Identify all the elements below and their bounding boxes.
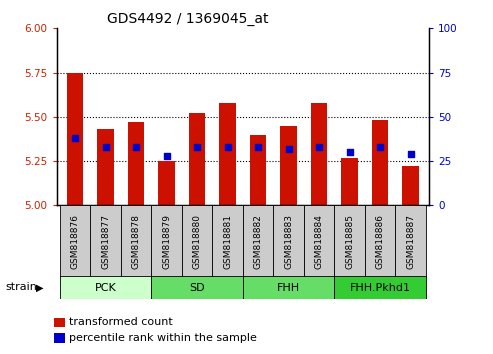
Bar — [60, 276, 151, 299]
Point — [163, 153, 171, 159]
Text: GSM818884: GSM818884 — [315, 214, 323, 269]
Bar — [365, 205, 395, 278]
Text: FHH: FHH — [277, 282, 300, 293]
Bar — [158, 161, 175, 205]
Point — [284, 146, 292, 152]
Bar — [311, 103, 327, 205]
Text: percentile rank within the sample: percentile rank within the sample — [69, 333, 257, 343]
Text: GSM818885: GSM818885 — [345, 214, 354, 269]
Point — [346, 149, 353, 155]
Bar — [189, 113, 206, 205]
Bar — [280, 126, 297, 205]
Text: PCK: PCK — [95, 282, 116, 293]
Text: ▶: ▶ — [35, 282, 43, 292]
Bar — [243, 276, 334, 299]
Text: GSM818881: GSM818881 — [223, 214, 232, 269]
Bar — [402, 166, 419, 205]
Bar — [60, 205, 90, 278]
Point — [132, 144, 140, 150]
Bar — [372, 120, 388, 205]
Bar — [212, 205, 243, 278]
Text: GSM818879: GSM818879 — [162, 214, 171, 269]
Point — [407, 151, 415, 157]
Text: GSM818877: GSM818877 — [101, 214, 110, 269]
Point — [193, 144, 201, 150]
Text: GDS4492 / 1369045_at: GDS4492 / 1369045_at — [106, 12, 268, 27]
Point — [71, 135, 79, 141]
Text: GSM818880: GSM818880 — [193, 214, 202, 269]
Bar — [128, 122, 144, 205]
Bar — [151, 276, 243, 299]
Bar — [273, 205, 304, 278]
Text: GSM818886: GSM818886 — [376, 214, 385, 269]
Text: FHH.Pkhd1: FHH.Pkhd1 — [350, 282, 411, 293]
Bar — [182, 205, 212, 278]
Bar — [395, 205, 426, 278]
Bar — [67, 73, 83, 205]
Point — [376, 144, 384, 150]
Point — [254, 144, 262, 150]
Bar — [219, 103, 236, 205]
Bar — [334, 205, 365, 278]
Text: GSM818878: GSM818878 — [132, 214, 141, 269]
Text: strain: strain — [5, 282, 37, 292]
Point — [224, 144, 232, 150]
Text: SD: SD — [189, 282, 205, 293]
Text: GSM818876: GSM818876 — [70, 214, 79, 269]
Text: GSM818887: GSM818887 — [406, 214, 415, 269]
Text: GSM818882: GSM818882 — [253, 214, 263, 269]
Bar — [341, 158, 358, 205]
Bar — [121, 205, 151, 278]
Text: transformed count: transformed count — [69, 318, 173, 327]
Point — [315, 144, 323, 150]
Point — [102, 144, 109, 150]
Bar — [249, 135, 266, 205]
Bar — [151, 205, 182, 278]
Bar — [334, 276, 426, 299]
Bar — [97, 129, 114, 205]
Bar — [243, 205, 273, 278]
Bar — [304, 205, 334, 278]
Text: GSM818883: GSM818883 — [284, 214, 293, 269]
Bar — [90, 205, 121, 278]
